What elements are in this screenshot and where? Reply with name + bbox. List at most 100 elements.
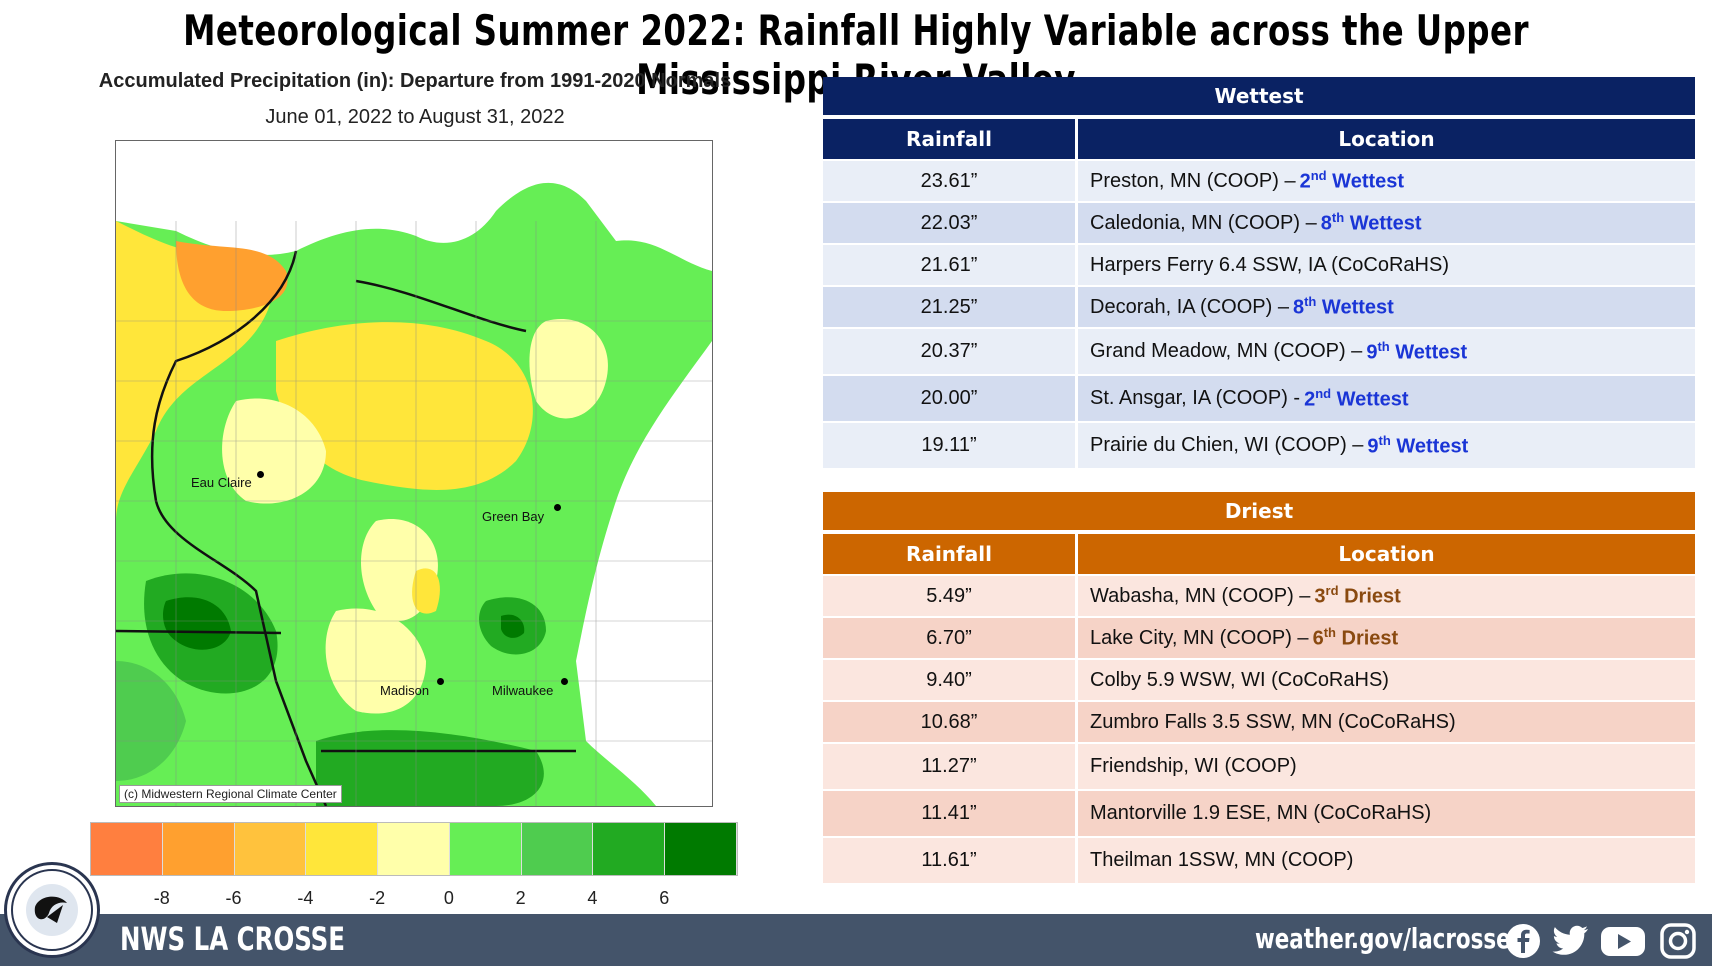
legend-label: -4 [297,888,314,908]
legend-swatch [378,823,450,875]
wettest-header-row: Rainfall Location [823,119,1695,159]
table-row: 11.41” Mantorville 1.9 ESE, MN (CoCoRaHS) [823,789,1695,836]
location-cell: Zumbro Falls 3.5 SSW, MN (CoCoRaHS) [1075,702,1695,742]
location-cell: Colby 5.9 WSW, WI (CoCoRaHS) [1075,660,1695,700]
legend-swatch [665,823,738,875]
table-row: 6.70” Lake City, MN (COOP) –6th Driest [823,616,1695,658]
nws-logo [4,862,100,958]
map-graphic [116,141,712,806]
legend-label: 6 [659,888,670,908]
rainfall-cell: 9.40” [823,660,1075,700]
table-row: 20.00” St. Ansgar, IA (COOP) -2nd Wettest [823,374,1695,421]
city-label-green-bay: Green Bay [482,509,545,524]
madison-dot [437,678,444,685]
rank-label: 3rd Driest [1314,583,1401,608]
driest-col-rainfall: Rainfall [823,534,1075,574]
twitter-icon[interactable] [1550,923,1590,959]
legend-swatch [234,823,307,875]
eau-claire-dot [257,471,264,478]
legend-label: 0 [443,888,454,908]
rainfall-cell: 21.25” [823,287,1075,327]
table-row: 22.03” Caledonia, MN (COOP) –8th Wettest [823,201,1695,243]
precipitation-map: Eau Claire Green Bay Madison Milwaukee (… [115,140,713,807]
rank-label: 6th Driest [1312,625,1399,650]
wettest-table: Wettest Rainfall Location 23.61” Preston,… [823,77,1695,468]
location-cell: Harpers Ferry 6.4 SSW, IA (CoCoRaHS) [1075,245,1695,285]
legend-labels: -8 -6 -4 -2 0 2 4 6 [0,888,830,908]
youtube-icon[interactable] [1600,923,1646,959]
city-label-madison: Madison [380,683,430,698]
table-row: 11.61” Theilman 1SSW, MN (COOP) [823,836,1695,883]
table-row: 21.61” Harpers Ferry 6.4 SSW, IA (CoCoRaH… [823,243,1695,285]
rank-label: 8th Wettest [1292,294,1394,319]
green-bay-dot [554,504,561,511]
location-cell: Prairie du Chien, WI (COOP) –9th Wettest [1075,423,1695,468]
table-row: 9.40” Colby 5.9 WSW, WI (CoCoRaHS) [823,658,1695,700]
location-cell: Theilman 1SSW, MN (COOP) [1075,838,1695,883]
driest-col-location: Location [1078,534,1695,574]
footer-bar: NWS LA CROSSE weather.gov/lacrosse [0,914,1712,966]
legend-swatch [91,823,163,875]
rainfall-cell: 20.37” [823,329,1075,374]
map-copyright: (c) Midwestern Regional Climate Center [119,785,342,803]
rainfall-cell: 11.41” [823,791,1075,836]
rank-label: 2nd Wettest [1304,385,1409,411]
location-cell: Wabasha, MN (COOP) –3rd Driest [1075,576,1695,616]
rainfall-cell: 21.61” [823,245,1075,285]
location-cell: Grand Meadow, MN (COOP) –9th Wettest [1075,329,1695,374]
location-cell: Lake City, MN (COOP) –6th Driest [1075,618,1695,658]
location-cell: Preston, MN (COOP) –2nd Wettest [1075,161,1695,201]
rank-label: 9th Wettest [1366,338,1468,364]
map-title: Accumulated Precipitation (in): Departur… [98,70,732,92]
footer-brand: NWS LA CROSSE [120,920,346,958]
color-legend [90,822,738,876]
table-row: 19.11” Prairie du Chien, WI (COOP) –9th W… [823,421,1695,468]
map-date-range: June 01, 2022 to August 31, 2022 [265,106,565,128]
legend-swatch [162,823,235,875]
legend-swatch [593,823,666,875]
rainfall-cell: 20.00” [823,376,1075,421]
rainfall-cell: 23.61” [823,161,1075,201]
wettest-col-location: Location [1078,119,1695,159]
rank-label: 8th Wettest [1320,210,1422,235]
table-row: 21.25” Decorah, IA (COOP) –8th Wettest [823,285,1695,327]
table-row: 23.61” Preston, MN (COOP) –2nd Wettest [823,159,1695,201]
location-cell: St. Ansgar, IA (COOP) -2nd Wettest [1075,376,1695,421]
legend-label: -8 [153,888,170,908]
rank-label: 9th Wettest [1367,432,1469,458]
legend-label: -2 [369,888,386,908]
milwaukee-dot [561,678,568,685]
location-cell: Mantorville 1.9 ESE, MN (CoCoRaHS) [1075,791,1695,836]
rank-label: 2nd Wettest [1299,168,1405,193]
table-row: 10.68” Zumbro Falls 3.5 SSW, MN (CoCoRaHS… [823,700,1695,742]
location-cell: Decorah, IA (COOP) –8th Wettest [1075,287,1695,327]
legend-swatch [521,823,594,875]
legend-label: 2 [515,888,526,908]
rainfall-cell: 11.27” [823,744,1075,789]
legend-label: -6 [225,888,242,908]
rainfall-cell: 11.61” [823,838,1075,883]
location-cell: Friendship, WI (COOP) [1075,744,1695,789]
wettest-col-rainfall: Rainfall [823,119,1075,159]
wettest-band: Wettest [823,77,1695,115]
driest-band: Driest [823,492,1695,530]
legend-swatch [449,823,522,875]
city-label-eau-claire: Eau Claire [191,475,252,490]
facebook-icon[interactable] [1505,923,1541,959]
rainfall-cell: 22.03” [823,203,1075,243]
legend-label: 4 [587,888,598,908]
location-cell: Caledonia, MN (COOP) –8th Wettest [1075,203,1695,243]
driest-table: Driest Rainfall Location 5.49” Wabasha, M… [823,492,1695,883]
rainfall-cell: 5.49” [823,576,1075,616]
instagram-icon[interactable] [1660,923,1696,959]
city-label-milwaukee: Milwaukee [492,683,554,698]
rainfall-cell: 19.11” [823,423,1075,468]
footer-url-link[interactable]: weather.gov/lacrosse [1255,922,1511,955]
legend-swatch [306,823,379,875]
nws-logo-graphic [11,869,93,951]
rainfall-cell: 10.68” [823,702,1075,742]
driest-header-row: Rainfall Location [823,534,1695,574]
table-row: 20.37” Grand Meadow, MN (COOP) –9th Wette… [823,327,1695,374]
rainfall-cell: 6.70” [823,618,1075,658]
table-row: 5.49” Wabasha, MN (COOP) –3rd Driest [823,574,1695,616]
